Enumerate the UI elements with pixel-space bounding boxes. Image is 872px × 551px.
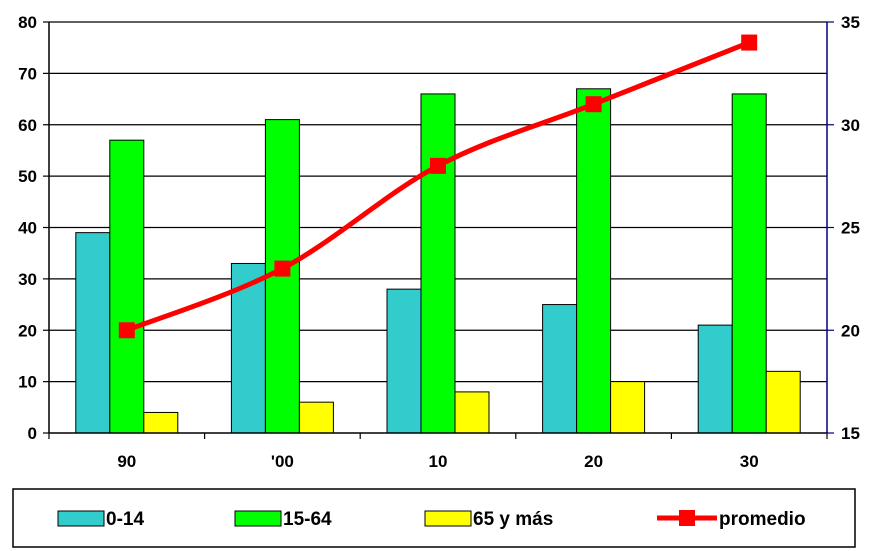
bar-65-y-más-3: [610, 381, 646, 434]
legend-swatch-65-y-más: [424, 510, 472, 527]
left-tick-label: 20: [18, 321, 37, 340]
right-tick-label: 35: [841, 13, 860, 32]
legend-swatch-0-14: [57, 510, 105, 527]
bar-0-14-2: [386, 288, 422, 434]
right-tick-label: 15: [841, 424, 860, 443]
promedio-marker-3: [585, 96, 602, 113]
legend: 0-14 15-64 65 y más promedio: [12, 488, 856, 548]
axes: 0 10 20 30 40 50 60 70 80 15 20 25 30 35 90 '00 10 20 30: [18, 13, 860, 471]
bar-65-y-más-4: [765, 370, 801, 434]
x-tick-label: 10: [429, 452, 448, 471]
bar-0-14-0: [75, 232, 111, 434]
bar-15-64-0: [109, 139, 145, 434]
left-tick-label: 50: [18, 167, 37, 186]
promedio-marker-0: [118, 322, 135, 339]
bar-0-14-4: [697, 324, 733, 434]
left-tick-label: 40: [18, 219, 37, 238]
left-tick-label: 30: [18, 270, 37, 289]
left-tick-label: 10: [18, 373, 37, 392]
x-tick-label: 20: [584, 452, 603, 471]
bar-65-y-más-1: [298, 401, 334, 434]
bar-15-64-4: [731, 93, 767, 434]
x-tick-label: 90: [117, 452, 136, 471]
promedio-marker-4: [741, 34, 758, 51]
x-tick-label: 30: [740, 452, 759, 471]
legend-label: 0-14: [106, 509, 144, 530]
left-tick-label: 70: [18, 64, 37, 83]
bar-65-y-más-2: [454, 391, 490, 434]
right-tick-label: 20: [841, 321, 860, 340]
x-tick-label: '00: [271, 452, 294, 471]
promedio-marker-2: [430, 157, 446, 174]
left-tick-label: 60: [18, 116, 37, 135]
right-tick-label: 30: [841, 116, 860, 135]
bar-15-64-3: [576, 88, 612, 434]
left-tick-label: 80: [18, 13, 37, 32]
legend-label: 15-64: [283, 509, 332, 530]
bar-15-64-2: [420, 93, 456, 434]
promedio-line-group: [118, 34, 758, 339]
left-tick-label: 0: [28, 424, 37, 443]
legend-swatch-15-64: [234, 510, 282, 527]
promedio-marker-1: [274, 260, 291, 277]
right-tick-label: 25: [841, 219, 860, 238]
legend-label: 65 y más: [473, 509, 553, 530]
bar-0-14-3: [542, 304, 578, 434]
legend-swatch-marker: [679, 510, 695, 526]
bar-65-y-más-0: [143, 411, 179, 434]
legend-label: promedio: [719, 509, 806, 530]
